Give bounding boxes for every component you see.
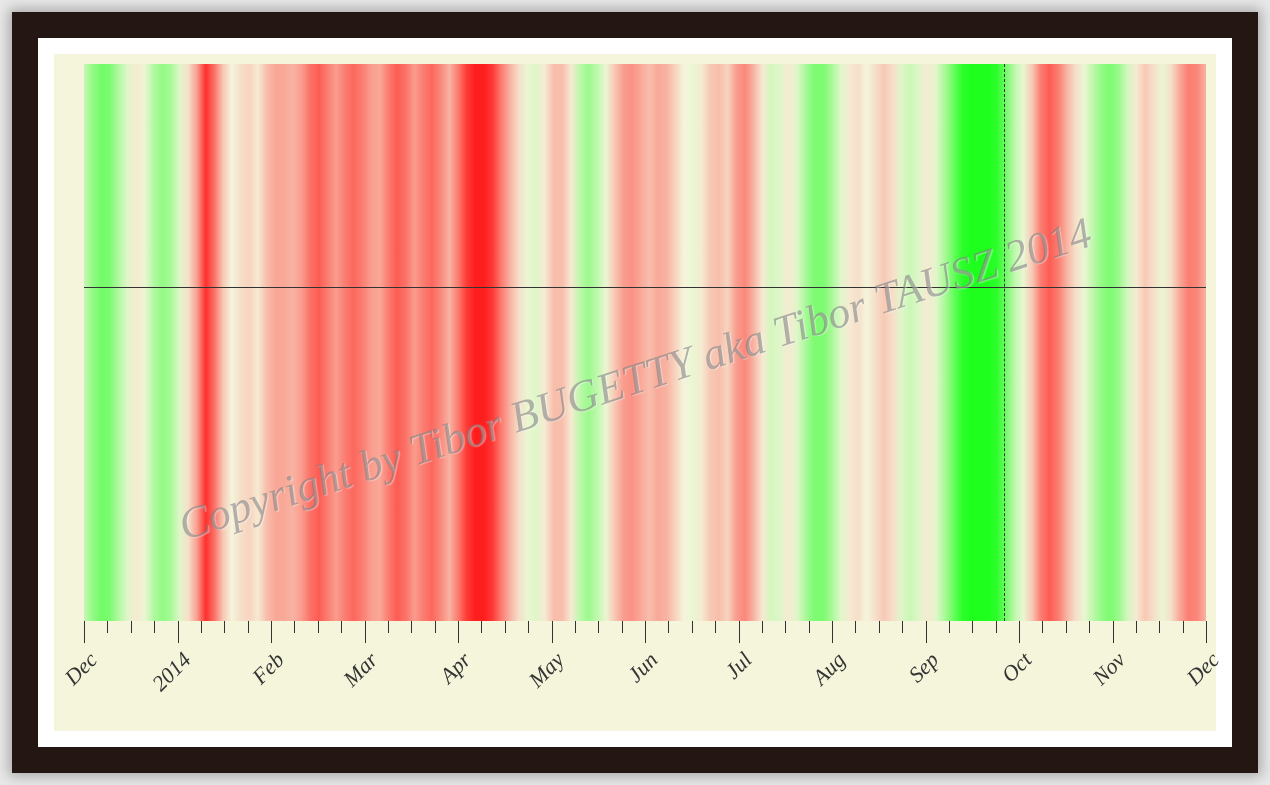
- minor-tick: [154, 621, 155, 633]
- axis-label: Dec: [59, 647, 102, 690]
- axis-label: Jul: [719, 647, 756, 684]
- major-tick: [645, 621, 646, 643]
- minor-tick: [411, 621, 412, 633]
- current-date-line: [1004, 64, 1005, 621]
- axis-label: Jun: [623, 647, 664, 688]
- major-tick: [458, 621, 459, 643]
- minor-tick: [1159, 621, 1160, 633]
- axis-label: Sep: [903, 647, 944, 688]
- major-tick: [1019, 621, 1020, 643]
- minor-tick: [715, 621, 716, 633]
- axis-label: 2014: [146, 647, 195, 696]
- minor-tick: [201, 621, 202, 633]
- plot-background: Dec2014FebMarAprMayJunJulAugSepOctNovDec…: [54, 54, 1216, 731]
- minor-tick: [388, 621, 389, 633]
- minor-tick: [528, 621, 529, 633]
- axis-label: Aug: [807, 647, 850, 690]
- minor-tick: [879, 621, 880, 633]
- minor-tick: [692, 621, 693, 633]
- minor-tick: [248, 621, 249, 633]
- minor-tick: [855, 621, 856, 633]
- minor-tick: [902, 621, 903, 633]
- axis-label: Apr: [435, 647, 477, 689]
- major-tick: [365, 621, 366, 643]
- axis-label: May: [524, 647, 570, 693]
- minor-tick: [294, 621, 295, 633]
- major-tick: [1113, 621, 1114, 643]
- major-tick: [1206, 621, 1207, 643]
- minor-tick: [1136, 621, 1137, 633]
- minor-tick: [224, 621, 225, 633]
- major-tick: [739, 621, 740, 643]
- minor-tick: [1066, 621, 1067, 633]
- major-tick: [832, 621, 833, 643]
- major-tick: [271, 621, 272, 643]
- minor-tick: [996, 621, 997, 633]
- minor-tick: [318, 621, 319, 633]
- minor-tick: [131, 621, 132, 633]
- axis-label: Nov: [1087, 647, 1130, 690]
- minor-tick: [972, 621, 973, 633]
- minor-tick: [341, 621, 342, 633]
- minor-tick: [107, 621, 108, 633]
- axis-label: Oct: [997, 647, 1038, 688]
- major-tick: [178, 621, 179, 643]
- minor-tick: [622, 621, 623, 633]
- minor-tick: [1089, 621, 1090, 633]
- heatmap-stripes: [84, 64, 1206, 621]
- axis-label: Feb: [247, 647, 290, 690]
- axis-label: Mar: [338, 647, 383, 692]
- major-tick: [926, 621, 927, 643]
- minor-tick: [481, 621, 482, 633]
- minor-tick: [435, 621, 436, 633]
- major-tick: [84, 621, 85, 643]
- x-axis: Dec2014FebMarAprMayJunJulAugSepOctNovDec: [84, 621, 1206, 731]
- minor-tick: [575, 621, 576, 633]
- major-tick: [552, 621, 553, 643]
- plot-area: [84, 64, 1206, 621]
- minor-tick: [785, 621, 786, 633]
- minor-tick: [949, 621, 950, 633]
- midline: [84, 287, 1206, 288]
- chart-container: Dec2014FebMarAprMayJunJulAugSepOctNovDec…: [54, 54, 1216, 731]
- minor-tick: [598, 621, 599, 633]
- minor-tick: [668, 621, 669, 633]
- minor-tick: [1183, 621, 1184, 633]
- minor-tick: [762, 621, 763, 633]
- minor-tick: [809, 621, 810, 633]
- minor-tick: [505, 621, 506, 633]
- minor-tick: [1042, 621, 1043, 633]
